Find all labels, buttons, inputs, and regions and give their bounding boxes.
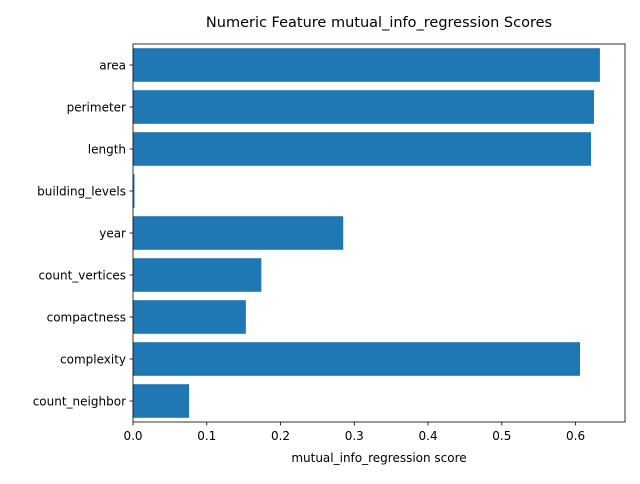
bar-year — [133, 216, 344, 250]
bars-layer — [133, 48, 600, 418]
x-tick-label: 0.2 — [271, 429, 290, 443]
bar-area — [133, 48, 600, 82]
y-tick-label: complexity — [60, 352, 126, 366]
bar-compactness — [133, 300, 246, 334]
chart-title: Numeric Feature mutual_info_regression S… — [206, 15, 552, 31]
y-tick-label: year — [99, 226, 126, 240]
y-tick-label: compactness — [47, 310, 126, 324]
x-axis-label: mutual_info_regression score — [291, 451, 466, 465]
y-tick-label: length — [88, 142, 126, 156]
x-tick-label: 0.3 — [345, 429, 364, 443]
bar-building-levels — [133, 174, 135, 208]
plot-frame — [132, 43, 626, 423]
bar-length — [133, 132, 592, 166]
bar-complexity — [133, 342, 581, 376]
y-tick-label: building_levels — [37, 184, 126, 198]
x-tick-label: 0.4 — [419, 429, 438, 443]
bar-count-vertices — [133, 258, 262, 292]
bar-count-neighbor — [133, 384, 190, 418]
y-tick-label: perimeter — [67, 100, 126, 114]
y-tick-label: area — [99, 58, 126, 72]
x-tick-label: 0.0 — [123, 429, 142, 443]
x-tick-label: 0.5 — [492, 429, 511, 443]
y-tick-label: count_neighbor — [33, 394, 126, 408]
x-tick-label: 0.1 — [197, 429, 216, 443]
bar-perimeter — [133, 90, 595, 124]
y-tick-label: count_vertices — [38, 268, 126, 282]
x-tick-label: 0.6 — [566, 429, 585, 443]
